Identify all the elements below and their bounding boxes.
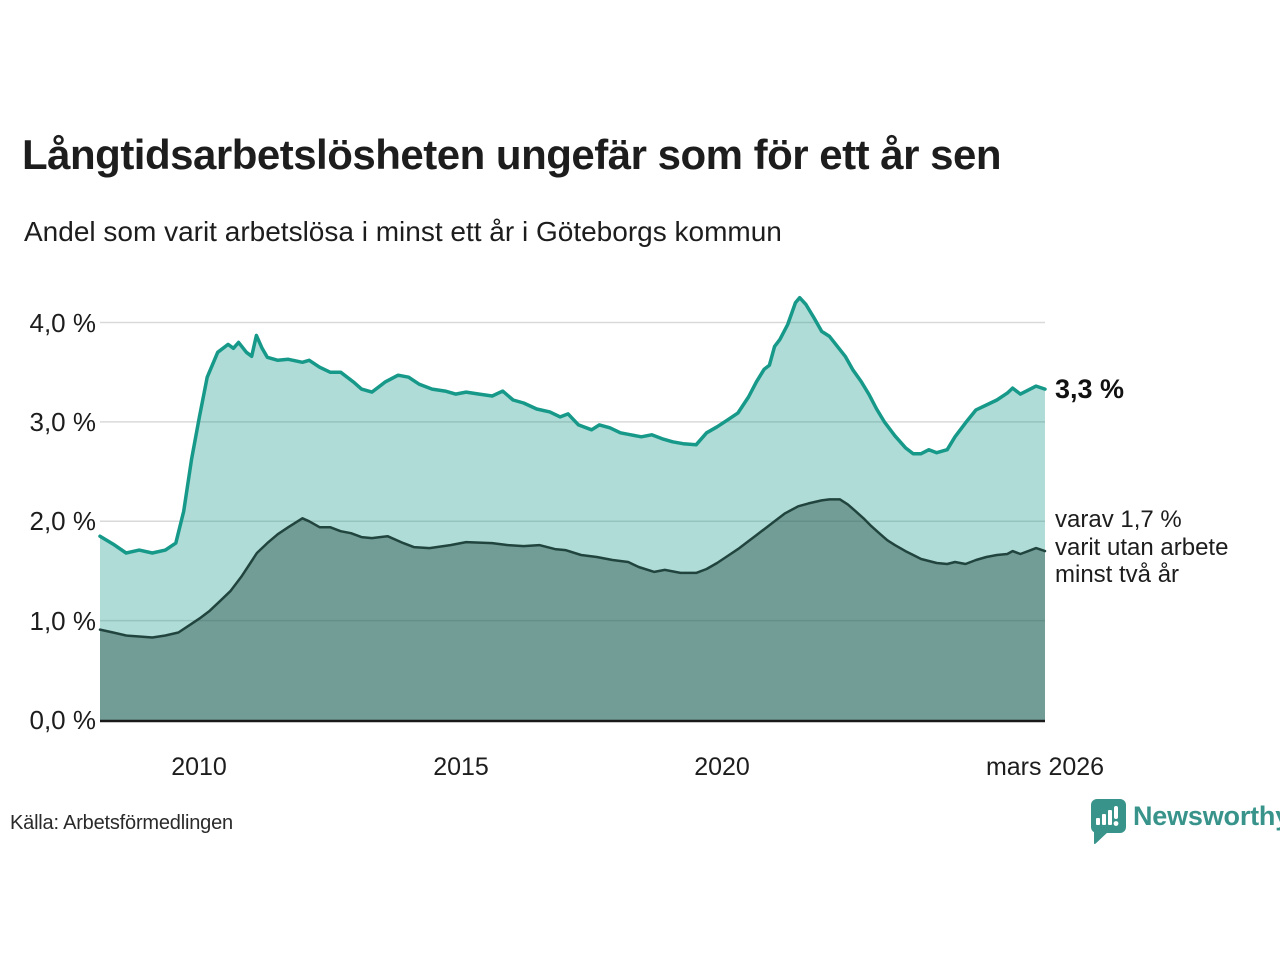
two-year-annotation: varav 1,7 % varit utan arbete minst två …: [1055, 506, 1229, 588]
x-tick-label: 2020: [694, 753, 750, 781]
y-tick-label: 3,0 %: [29, 407, 97, 437]
newsworthy-wordmark: Newsworthy: [1133, 801, 1280, 831]
newsworthy-bubble-chart-icon: [1091, 799, 1126, 845]
x-tick-label: 2015: [433, 753, 489, 781]
two-year-area-fill: [100, 499, 1045, 720]
total-area-fill: [100, 297, 1045, 720]
gridlines: [100, 321, 1045, 622]
newsworthy-logo[interactable]: Newsworthy: [1086, 799, 1280, 847]
y-tick-label: 0,0 %: [29, 705, 97, 735]
y-tick-label: 4,0 %: [29, 308, 97, 338]
x-tick-label: 2010: [171, 753, 227, 781]
x-tick-label: mars 2026: [985, 753, 1105, 781]
total-line: [98, 295, 1047, 555]
total-value-annotation: 3,3 %: [1055, 374, 1125, 404]
y-tick-label: 1,0 %: [29, 606, 97, 636]
y-tick-label: 2,0 %: [29, 506, 97, 536]
page-title: Långtidsarbetslösheten ungefär som för e…: [22, 131, 1002, 178]
source-credit: Källa: Arbetsförmedlingen: [10, 812, 233, 834]
two-year-line: [98, 498, 1047, 639]
page-subtitle: Andel som varit arbetslösa i minst ett å…: [24, 216, 782, 247]
